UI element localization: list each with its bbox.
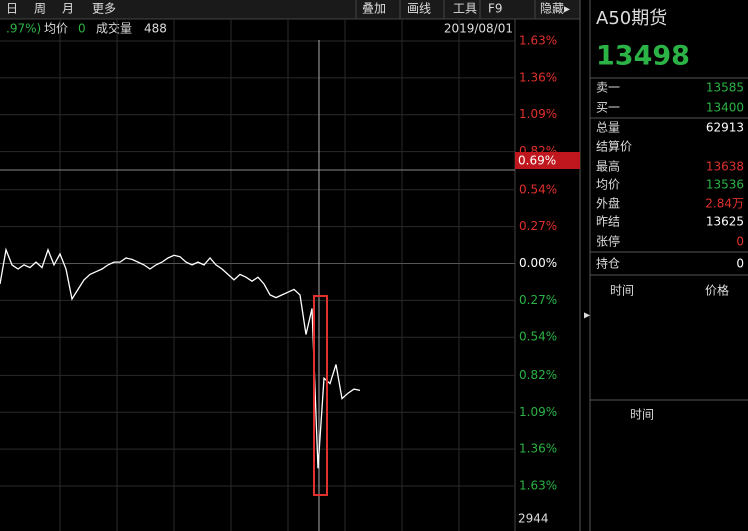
y-tick-label: 0.54% [519,182,557,196]
quote-label: 持仓 [596,256,620,271]
cursor-label: 0.69% [518,154,556,168]
y-tick-label: 1.09% [519,405,557,419]
quote-value: 13638 [706,160,744,174]
quote-value: 0 [736,235,744,249]
y-tick-label: 1.63% [519,34,557,48]
quote-label: 结算价 [596,139,632,154]
y-tick-label: 1.09% [519,107,557,121]
toolbar-button[interactable]: 更多 [92,2,116,16]
y-tick-label: 1.36% [519,442,557,456]
y-tick-label: 0.00% [519,256,557,270]
column-header: 时间 [630,408,654,422]
y-tick-label: 0.27% [519,219,557,233]
quote-label: 张停 [596,234,620,249]
date: 2019/08/01 [444,22,513,36]
quote-value: 13536 [706,178,744,192]
toolbar-button[interactable]: 工具 [453,2,477,16]
volume-value: 488 [144,22,167,36]
toolbar-button[interactable]: 画线 [407,2,431,16]
avg-label: 均价 [44,22,68,36]
column-header: 价格 [705,283,729,298]
volume-label: 成交量 [96,21,132,36]
y-tick-label: 1.63% [519,479,557,493]
quote-value: 13585 [706,81,744,95]
quote-label: 外盘 [596,196,620,211]
quote-value: 13625 [706,215,744,229]
column-header: 时间 [610,284,634,298]
quote-label: 最高 [596,159,620,174]
quote-label: 买一 [596,101,620,115]
volume-axis-label: 2944 [518,512,549,526]
avg-value: 0 [78,22,86,36]
quote-value: 0 [736,257,744,271]
quote-label: 昨结 [596,215,620,229]
toolbar-button[interactable]: 叠加 [362,2,386,16]
price-line [0,247,361,469]
y-tick-label: 1.36% [519,70,557,84]
change: .97%) [6,22,41,36]
toolbar-button[interactable]: 月 [62,2,74,16]
quote-value: 13400 [706,101,744,115]
quote-value: 2.84万 [705,197,744,211]
y-tick-label: 0.82% [519,368,557,382]
quote-value: 62913 [706,121,744,135]
toolbar-button[interactable]: 日 [6,2,18,16]
quote-label: 均价 [596,178,620,192]
toolbar-button[interactable]: 周 [34,2,46,16]
toolbar-button[interactable]: F9 [488,2,503,16]
cursor-label-bg [515,152,580,169]
toolbar-bg [0,0,580,19]
toolbar-button[interactable]: 隐藏▸ [540,2,570,16]
y-tick-label: 0.54% [519,330,557,344]
expand-arrow[interactable]: ▸ [584,308,590,322]
quote-label: 总量 [596,121,620,135]
instrument-name: A50期货 [596,8,667,29]
last-price: 13498 [596,41,690,72]
y-tick-label: 0.27% [519,293,557,307]
highlight-box [313,295,328,496]
quote-label: 卖一 [596,81,620,95]
